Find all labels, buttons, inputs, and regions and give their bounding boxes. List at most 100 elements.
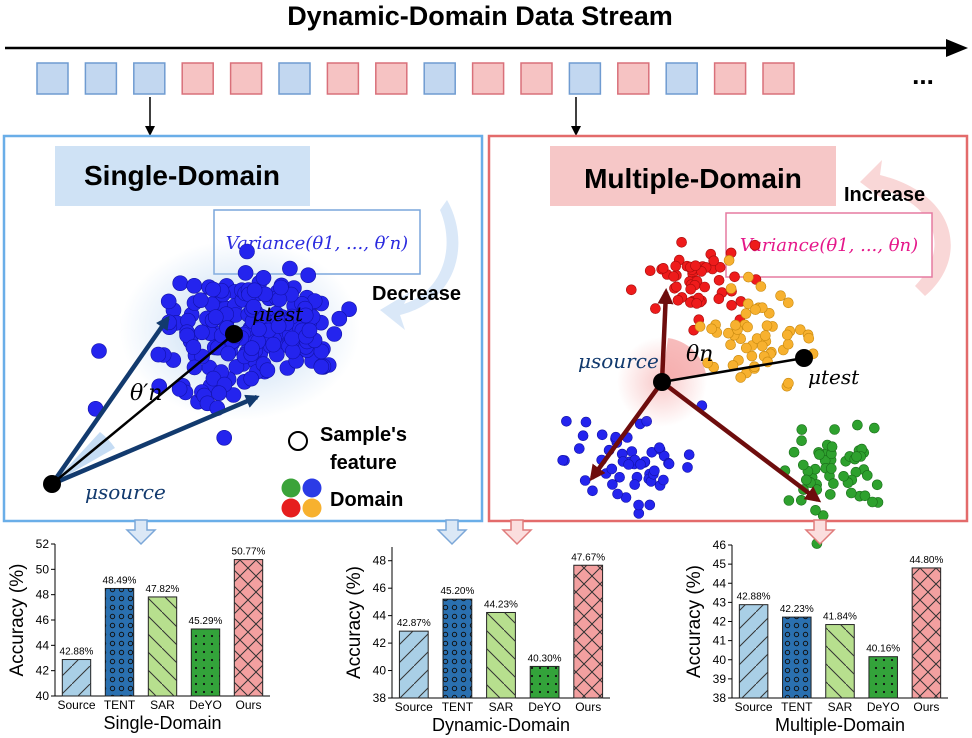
sample-point-orange	[759, 330, 771, 341]
bar-value-label: 42.88%	[737, 592, 771, 603]
sample-point	[186, 277, 202, 294]
stream-sample-blue	[665, 62, 698, 95]
x-tick-label: TENT	[442, 700, 474, 714]
sample-point	[270, 318, 287, 334]
stream-ellipsis: ...	[912, 60, 934, 90]
sample-point-green	[852, 419, 863, 431]
legend-domain-orange	[302, 498, 322, 518]
x-tick-label: TENT	[781, 700, 813, 714]
sample-point-orange	[723, 327, 734, 339]
y-tick-label: 40	[36, 689, 50, 703]
sample-point-orange	[725, 283, 737, 294]
stream-sample-red	[375, 62, 408, 95]
sample-point	[259, 362, 276, 379]
chart-multiple-domain: 38 39 40 41 42 43 44 45 46 Accuracy (%) 42.88% Sour…	[684, 538, 948, 735]
sample-point	[91, 343, 107, 359]
x-tick-label: Ours	[235, 698, 261, 712]
legend-sample-line2: feature	[330, 452, 397, 474]
bar-value-label: 47.82%	[146, 584, 180, 595]
sample-point-blue	[587, 485, 598, 497]
stream-sample-red	[229, 62, 263, 95]
sample-point-green	[851, 451, 862, 462]
sample-point-red	[671, 281, 682, 293]
sample-point	[245, 298, 262, 315]
y-tick-label: 42	[713, 615, 727, 629]
sample-point-red	[714, 261, 726, 273]
single-mu-test-point	[225, 325, 243, 343]
sample-point-red	[685, 283, 697, 295]
sample-point	[150, 346, 167, 363]
sample-point-orange	[743, 271, 754, 283]
y-tick-label: 38	[373, 691, 387, 705]
x-tick-label: DeYO	[867, 700, 900, 714]
y-tick-label: 44	[713, 576, 727, 590]
pointer-arrow-multi	[804, 519, 836, 546]
x-axis-label: Dynamic-Domain	[432, 715, 570, 735]
sample-point-blue	[607, 479, 618, 490]
sample-point	[160, 293, 177, 310]
y-tick-label: 48	[373, 554, 387, 568]
sample-point-red	[644, 265, 656, 277]
bar-hatch	[105, 588, 134, 696]
sample-point-green	[797, 459, 809, 471]
sample-point	[151, 378, 167, 395]
sample-point-orange	[694, 321, 706, 332]
sample-point-red	[668, 271, 680, 282]
multi-title-box	[550, 146, 836, 206]
y-tick-label: 45	[713, 557, 727, 571]
sample-point-green	[800, 474, 812, 486]
legend-domain-label: Domain	[330, 489, 403, 511]
y-tick-label: 46	[36, 613, 50, 627]
multi-domain-panel: Multiple-Domain Increase Variance(θ1, ..…	[487, 134, 969, 549]
bar-value-label: 42.88%	[60, 647, 94, 658]
sample-point	[282, 260, 298, 277]
sample-point-red	[657, 262, 669, 274]
bar-hatch	[234, 559, 263, 696]
sample-point	[300, 267, 317, 284]
y-tick-label: 40	[713, 653, 727, 667]
stream-sample-blue	[84, 62, 118, 95]
y-tick-label: 39	[713, 672, 727, 686]
figure-title: Dynamic-Domain Data Stream	[287, 1, 673, 31]
sample-point	[255, 269, 272, 286]
decrease-label: Decrease	[372, 283, 461, 305]
sample-point-red	[708, 255, 720, 267]
multi-mu-source-point	[653, 373, 671, 391]
sample-point-blue	[596, 429, 608, 441]
legend-sample-line1: Sample's	[320, 424, 407, 446]
single-source-test-line	[51, 333, 235, 485]
sample-point-orange	[794, 324, 806, 336]
sample-point-blue	[683, 449, 695, 461]
x-tick-label: Source	[395, 700, 433, 714]
x-tick-label: DeYO	[528, 700, 561, 714]
sample-point	[172, 275, 188, 292]
sample-point-blue	[623, 459, 634, 470]
y-tick-label: 42	[373, 636, 387, 650]
stream-sample-blue	[36, 62, 69, 95]
legend-domain-green	[281, 478, 301, 498]
sample-point-orange	[723, 255, 735, 266]
sample-point-blue	[561, 415, 572, 427]
sample-point-orange	[730, 319, 741, 331]
sample-point-red	[691, 298, 703, 309]
stream-sample-red	[762, 62, 795, 95]
bar-value-label: 50.77%	[232, 547, 266, 558]
sample-point-blue	[606, 463, 618, 475]
pointer-arrow-dynamic-blue	[436, 519, 468, 546]
y-tick-label: 52	[36, 537, 50, 551]
bar-value-label: 42.23%	[780, 604, 814, 615]
bar-hatch	[399, 631, 429, 698]
bar-hatch	[148, 596, 177, 696]
single-vector-2	[51, 394, 260, 487]
stream-sample-blue	[133, 62, 166, 95]
sample-point	[205, 281, 221, 298]
y-tick-label: 42	[36, 664, 50, 678]
single-panel-title: Single-Domain	[84, 160, 280, 191]
sample-point-red	[729, 271, 740, 283]
y-tick-label: 44	[36, 638, 50, 652]
bar-hatch	[912, 567, 941, 698]
sample-point-orange	[706, 323, 717, 335]
sample-point-red	[676, 237, 687, 248]
multi-mu-test-label: μtest	[808, 365, 860, 389]
bar-hatch	[825, 624, 855, 698]
